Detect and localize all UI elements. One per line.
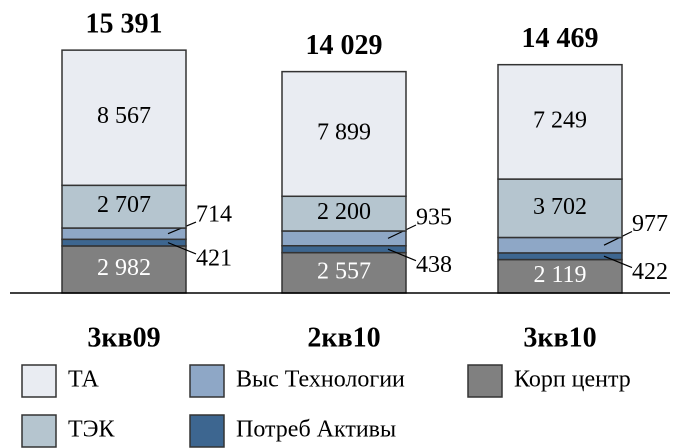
legend-swatch	[467, 364, 503, 398]
value-label: 2 707	[97, 192, 151, 218]
bar-segment	[61, 245, 187, 294]
leader-line	[387, 248, 417, 262]
bar-segment	[497, 252, 623, 261]
value-label: 2 119	[533, 262, 586, 288]
legend-label: ТЭК	[68, 417, 116, 443]
total-label: 15 391	[86, 9, 163, 40]
value-label: 2 557	[317, 258, 371, 284]
legend-swatch	[189, 414, 225, 448]
bar-segment	[281, 244, 407, 254]
bar-segment	[61, 49, 187, 187]
value-label: 3 702	[533, 194, 587, 220]
value-label: 2 982	[97, 255, 151, 281]
legend-label: Потреб Активы	[236, 417, 396, 443]
legend-label: Выс Технологии	[236, 367, 405, 393]
legend-swatch	[189, 364, 225, 398]
value-label: 935	[416, 204, 452, 230]
bar-segment	[497, 63, 623, 180]
value-label: 422	[632, 259, 668, 285]
bar-segment	[281, 195, 407, 232]
value-label: 421	[196, 245, 232, 271]
total-label: 14 029	[306, 30, 383, 61]
category-label: 3кв09	[87, 322, 160, 353]
bar-segment	[281, 230, 407, 247]
bar-segment	[497, 236, 623, 254]
category-label: 2кв10	[307, 322, 380, 353]
bar-segment	[497, 258, 623, 294]
bar-segment	[497, 178, 623, 239]
legend-label: ТА	[68, 367, 99, 393]
leader-line	[603, 230, 633, 246]
bar-segment	[281, 70, 407, 198]
leader-line	[603, 255, 633, 269]
category-label: 3кв10	[523, 322, 596, 353]
value-label: 7 899	[317, 119, 371, 145]
legend-swatch	[21, 364, 57, 398]
bar-segment	[61, 227, 187, 241]
value-label: 2 200	[317, 199, 371, 225]
leader-line	[167, 242, 197, 255]
legend-swatch	[21, 414, 57, 448]
bar-segment	[61, 238, 187, 247]
legend-label: Корп центр	[514, 367, 631, 393]
value-label: 438	[416, 252, 452, 278]
bar-segment	[281, 251, 407, 294]
value-label: 7 249	[533, 107, 587, 133]
value-label: 977	[632, 211, 668, 237]
total-label: 14 469	[522, 23, 599, 54]
value-label: 714	[196, 202, 232, 228]
value-label: 8 567	[97, 103, 151, 129]
